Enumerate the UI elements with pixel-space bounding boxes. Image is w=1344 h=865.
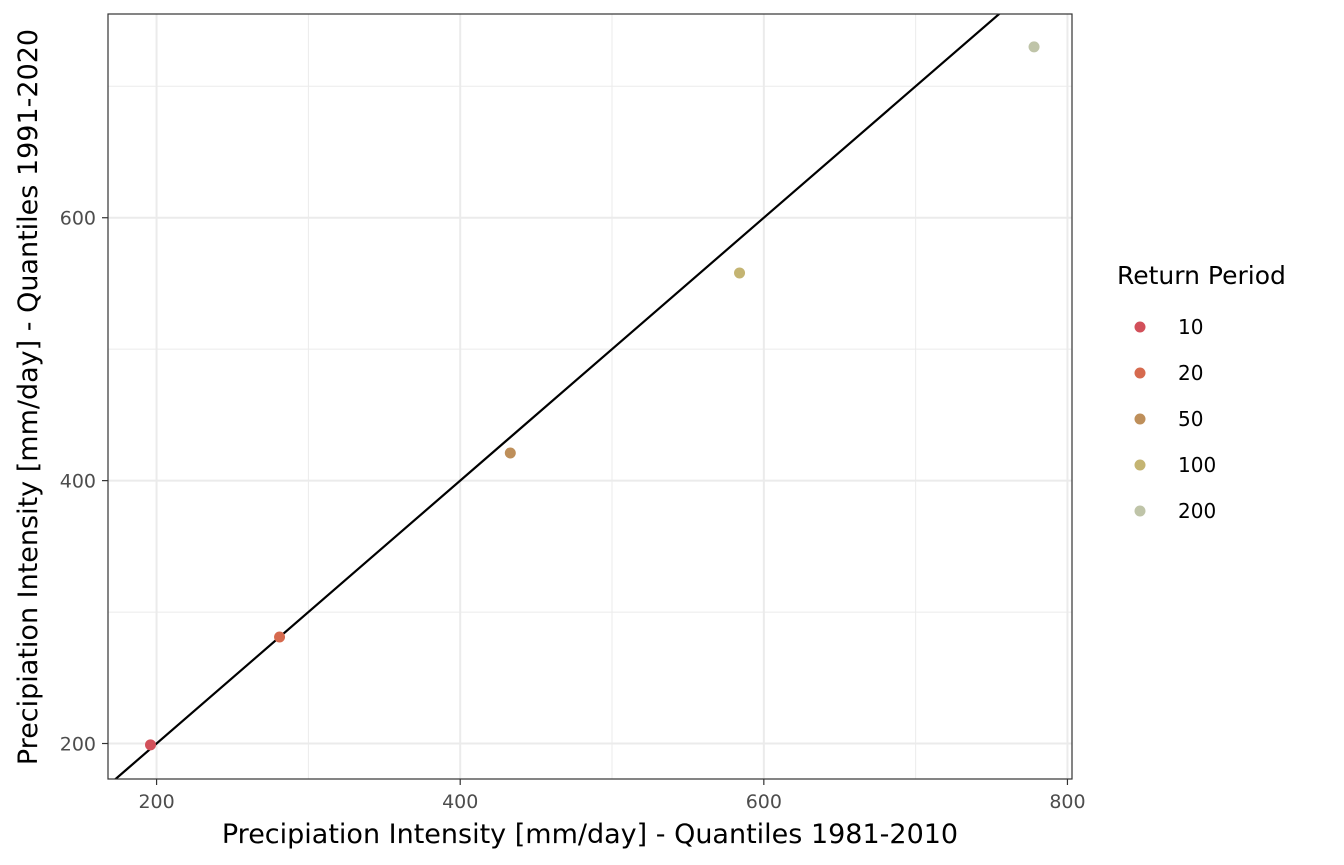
legend-key-20 (1134, 367, 1146, 379)
legend-label-20: 20 (1178, 361, 1203, 385)
reference-line-layer (113, 14, 1001, 779)
x-tick-label: 400 (442, 791, 478, 813)
legend-label-200: 200 (1178, 499, 1216, 523)
data-point-10 (145, 739, 157, 751)
legend-label-10: 10 (1178, 315, 1203, 339)
data-point-20 (274, 631, 286, 643)
x-tick-label: 800 (1049, 791, 1085, 813)
legend: Return Period 10 20 50 100 200 (1117, 261, 1286, 523)
reference-line (113, 14, 1001, 779)
legend-key-200 (1134, 505, 1146, 517)
y-axis-title: Precipiation Intensity [mm/day] - Quanti… (13, 29, 44, 765)
data-point-200 (1028, 41, 1040, 53)
data-point-50 (504, 447, 516, 459)
y-tick-label: 200 (60, 734, 96, 756)
x-axis-title: Precipiation Intensity [mm/day] - Quanti… (222, 819, 958, 850)
legend-key-100 (1134, 459, 1146, 471)
legend-items: 10 20 50 100 200 (1134, 315, 1216, 523)
axis-ticks: 200 400 600 800 200 400 600 (60, 208, 1086, 813)
grid-lines (108, 14, 1072, 779)
x-tick-label: 200 (138, 791, 174, 813)
legend-key-10 (1134, 321, 1146, 333)
data-points (145, 41, 1040, 751)
legend-label-50: 50 (1178, 407, 1203, 431)
plot-panel-border (107, 13, 1073, 780)
legend-title: Return Period (1117, 261, 1286, 290)
legend-key-50 (1134, 413, 1146, 425)
y-tick-label: 600 (60, 208, 96, 230)
legend-label-100: 100 (1178, 453, 1216, 477)
x-tick-label: 600 (746, 791, 782, 813)
data-point-100 (734, 267, 746, 279)
y-tick-label: 400 (60, 471, 96, 493)
